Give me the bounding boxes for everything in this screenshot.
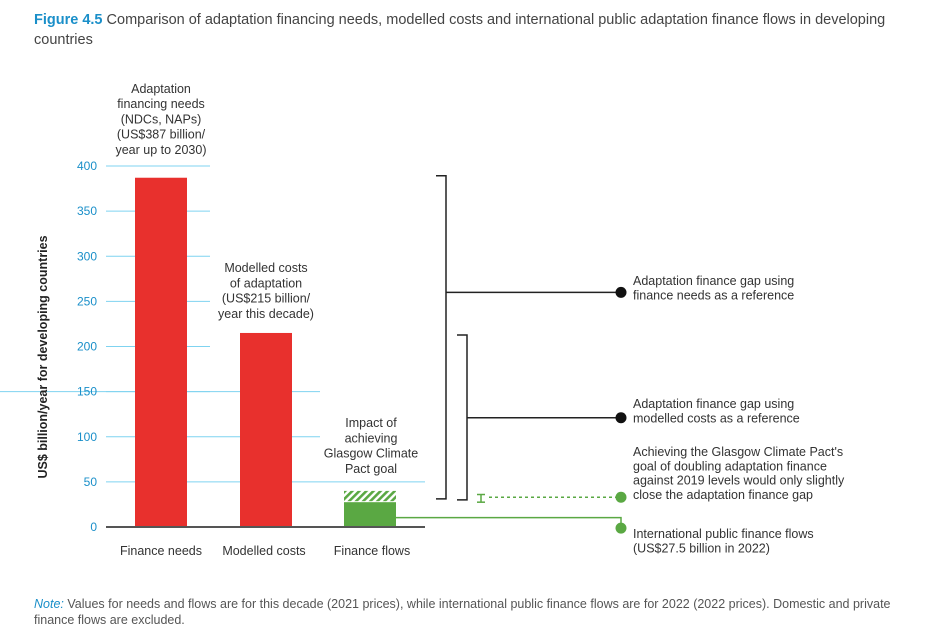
bar-label-2-1: achieving	[345, 431, 398, 445]
dot-needs	[615, 286, 627, 298]
annotation-0-1: finance needs as a reference	[633, 288, 794, 302]
annotation-2-1: goal of doubling adaptation finance	[633, 459, 827, 473]
y-tick-200: 200	[77, 340, 97, 354]
figure-note: Note: Values for needs and flows are for…	[34, 596, 914, 628]
bars	[135, 177, 396, 528]
gap-brackets	[436, 174, 485, 503]
connector-flows	[396, 516, 622, 529]
annotation-3-1: (US$27.5 billion in 2022)	[633, 541, 770, 555]
y-tick-50: 50	[84, 475, 98, 489]
y-tick-300: 300	[77, 249, 97, 263]
y-tick-400: 400	[77, 159, 97, 173]
x-category-0: Finance needs	[120, 544, 202, 558]
y-tick-250: 250	[77, 294, 97, 308]
bar-label-1-0: Modelled costs	[224, 261, 307, 275]
bar-2	[344, 502, 396, 527]
bar-label-2-3: Pact goal	[345, 462, 397, 476]
dot-modelled	[615, 412, 627, 424]
bar-label-2-0: Impact of	[345, 416, 397, 430]
y-tick-150: 150	[77, 385, 97, 399]
note-label: Note:	[34, 597, 64, 611]
bar-label-1-3: year this decade)	[218, 307, 314, 321]
bar-label-1-2: (US$215 billion/	[222, 292, 311, 306]
bracket-needs	[436, 174, 447, 500]
y-tick-labels: 0 50 100 150 200 250 300 350 400	[77, 159, 97, 534]
bar-label-0-4: year up to 2030)	[115, 143, 206, 157]
annotation-1-1: modelled costs as a reference	[633, 411, 800, 425]
dot-flows	[615, 522, 627, 534]
glasgow-hatch-rect	[344, 490, 396, 502]
y-tick-100: 100	[77, 430, 97, 444]
annotation-1-0: Adaptation finance gap using	[633, 397, 794, 411]
bar-label-0-0: Adaptation	[131, 82, 191, 96]
figure-title: Figure 4.5 Comparison of adaptation fina…	[34, 10, 914, 50]
y-axis-label: US$ billion/year for developing countrie…	[36, 235, 50, 478]
note-text: Values for needs and flows are for this …	[34, 597, 891, 627]
bar-label-0-2: (NDCs, NAPs)	[121, 112, 202, 126]
y-tick-350: 350	[77, 204, 97, 218]
chart: 0 50 100 150 200 250 300 350 400 US$ billion/yea…	[0, 82, 845, 558]
x-category-labels: Finance needs Modelled costs Finance flows	[120, 544, 410, 558]
y-tick-0: 0	[90, 520, 97, 534]
x-category-1: Modelled costs	[222, 544, 305, 558]
bar-label-2-2: Glasgow Climate	[324, 447, 419, 461]
bar-0	[135, 177, 187, 528]
annotation-2-2: against 2019 levels would only slightly	[633, 474, 845, 488]
x-category-2: Finance flows	[334, 544, 410, 558]
bar-label-1-1: of adaptation	[230, 276, 302, 290]
annotation-2-3: close the adaptation finance gap	[633, 488, 813, 502]
bar-label-0-3: (US$387 billion/	[117, 128, 206, 142]
annotation-3-0: International public finance flows	[633, 527, 814, 541]
figure-title-text: Comparison of adaptation financing needs…	[34, 12, 886, 48]
bracket-modelled	[457, 334, 468, 501]
figure-number: Figure 4.5	[34, 12, 103, 28]
dot-glasgow	[615, 491, 627, 503]
bar-1	[240, 332, 292, 527]
bar-label-0-1: financing needs	[117, 97, 205, 111]
annotation-2-0: Achieving the Glasgow Climate Pact's	[633, 445, 843, 459]
glasgow-goal-hatch	[344, 490, 396, 502]
annotation-0-0: Adaptation finance gap using	[633, 274, 794, 288]
